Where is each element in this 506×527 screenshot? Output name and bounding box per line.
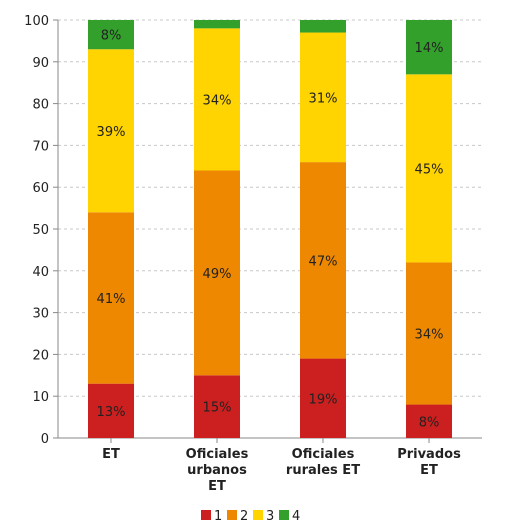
bar-segment-series-3 [406, 74, 452, 263]
data-label: 34% [415, 328, 444, 343]
legend-swatch-2 [227, 510, 237, 520]
data-label: 14% [415, 41, 444, 56]
data-label: 49% [203, 267, 232, 282]
bar-segment-series-2 [300, 162, 346, 359]
bar-segment-series-3 [300, 32, 346, 163]
data-label: 8% [101, 29, 122, 44]
bar-segment-series-3 [88, 49, 134, 213]
x-category-label: rurales ET [286, 463, 360, 478]
y-tick-label: 20 [32, 348, 49, 363]
legend-swatch-3 [253, 510, 263, 520]
legend-label: 1 [214, 509, 222, 524]
y-tick-label: 30 [32, 307, 49, 322]
data-label: 13% [97, 405, 126, 420]
legend-label: 4 [292, 509, 300, 524]
x-category-label: ET [420, 463, 438, 478]
x-category-label: ET [102, 447, 120, 462]
x-category-label: Privados [397, 447, 461, 462]
data-label: 41% [97, 292, 126, 307]
legend-swatch-1 [201, 510, 211, 520]
y-tick-label: 100 [24, 14, 49, 29]
bar-segment-series-2 [88, 212, 134, 384]
x-category-label: urbanos [187, 463, 247, 478]
x-category-label: Oficiales [186, 447, 249, 462]
data-label: 8% [419, 415, 440, 430]
data-label: 19% [309, 392, 338, 407]
data-label: 15% [203, 401, 232, 416]
data-label: 47% [309, 254, 338, 269]
data-label: 45% [415, 162, 444, 177]
y-tick-label: 90 [32, 56, 49, 71]
x-category-label: Oficiales [292, 447, 355, 462]
bar-segment-series-1 [88, 383, 134, 438]
data-label: 31% [309, 91, 338, 106]
y-tick-label: 70 [32, 139, 49, 154]
bar-segment-series-2 [194, 170, 240, 376]
bar-segment-series-1 [194, 375, 240, 438]
bar-segment-series-4 [194, 20, 240, 29]
y-tick-label: 10 [32, 390, 49, 405]
bar-segment-series-4 [88, 20, 134, 50]
data-label: 34% [203, 93, 232, 108]
y-tick-label: 0 [41, 432, 49, 447]
bar-segment-series-4 [300, 20, 346, 33]
legend-swatch-4 [279, 510, 289, 520]
y-tick-label: 60 [32, 181, 49, 196]
bar-segment-series-2 [406, 262, 452, 405]
bar-segment-series-1 [406, 404, 452, 438]
y-tick-label: 40 [32, 265, 49, 280]
legend-label: 2 [240, 509, 248, 524]
data-label: 39% [97, 125, 126, 140]
y-tick-label: 50 [32, 223, 49, 238]
x-category-label: ET [208, 479, 226, 494]
legend-label: 3 [266, 509, 274, 524]
bar-segment-series-1 [300, 358, 346, 438]
bar-segment-series-3 [194, 28, 240, 171]
bar-segment-series-4 [406, 20, 452, 75]
y-tick-label: 80 [32, 98, 49, 113]
